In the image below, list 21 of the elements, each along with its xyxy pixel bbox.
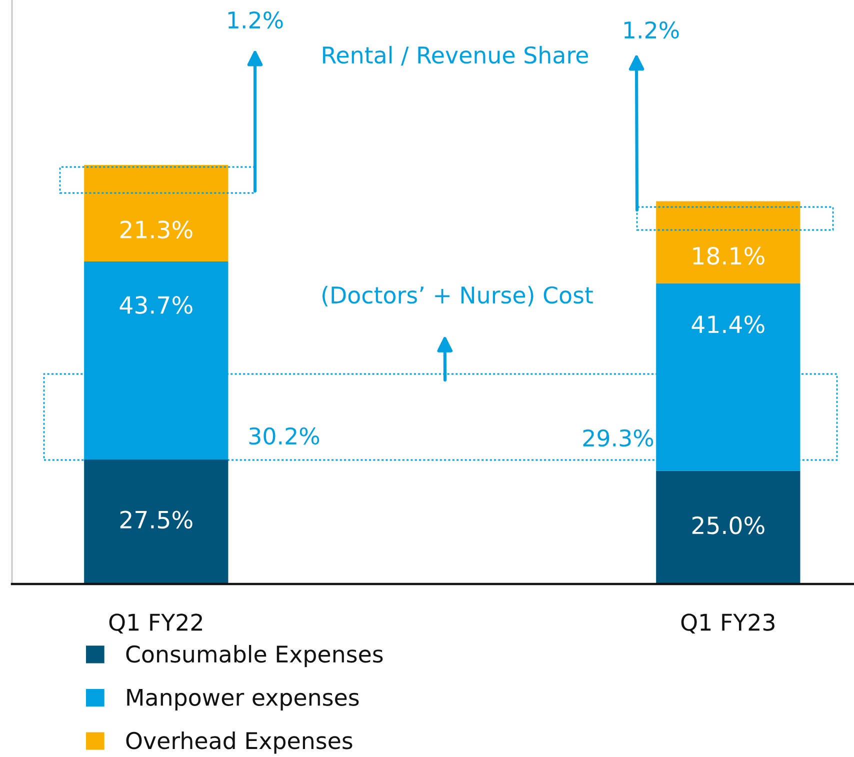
data-label: 41.4%: [692, 315, 764, 334]
annotation: 30.2%: [249, 427, 320, 445]
bar: [84, 459, 228, 584]
data-label: 18.1%: [693, 246, 764, 265]
bar: [656, 201, 800, 284]
text: Rental / Revenue Share: [323, 46, 588, 66]
x-tick-label: Q1 FY22: [109, 614, 202, 634]
legend-label: Consumable Expenses: [126, 645, 383, 668]
annotation: 29.3%: [583, 429, 654, 447]
text: 1.2%: [624, 21, 679, 39]
annotation: (Doctors’ + Nurse) Cost: [322, 286, 593, 306]
bar: [84, 165, 228, 262]
data-label: 21.3%: [120, 220, 192, 238]
x-tick-label: Q1 FY23: [681, 614, 774, 634]
data-label: 25.0%: [692, 516, 764, 534]
text: 1.2%: [228, 11, 283, 29]
data-label: 27.5%: [120, 510, 192, 529]
legend-label: Overhead Expenses: [126, 732, 352, 754]
bar: [656, 470, 800, 584]
legend-label: Manpower expenses: [127, 688, 359, 710]
data-label: 43.7%: [120, 296, 192, 314]
